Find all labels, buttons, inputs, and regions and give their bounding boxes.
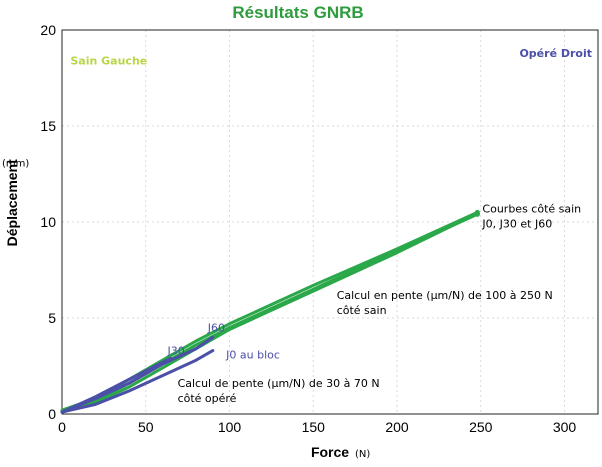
- annotation-line: côté sain: [337, 304, 387, 317]
- annotation: Calcul de pente (µm/N) de 30 à 70 N côté …: [178, 377, 380, 405]
- curve-label: J60: [207, 321, 225, 334]
- x-axis-title: Force: [311, 444, 349, 460]
- y-axis-title: Déplacement: [4, 159, 20, 246]
- curve-label: J0 au bloc: [225, 348, 280, 361]
- x-tick-label: 200: [385, 419, 409, 435]
- left-side-label: Sain Gauche: [70, 55, 147, 68]
- y-tick-label: 10: [40, 214, 56, 230]
- annotation-line: Courbes côté sain: [482, 202, 581, 215]
- chart-title: Résultats GNRB: [232, 3, 363, 22]
- annotation-line: Calcul en pente (µm/N) de 100 à 250 N: [337, 289, 553, 302]
- annotation: Calcul en pente (µm/N) de 100 à 250 N côt…: [337, 289, 553, 317]
- x-tick-label: 0: [58, 419, 66, 435]
- series-end-point: [474, 209, 480, 215]
- curve-label: J30: [167, 344, 185, 357]
- annotation: Courbes côté sain J0, J30 et J60: [481, 202, 581, 230]
- annotation-line: côté opéré: [178, 392, 237, 405]
- series-group: [60, 209, 480, 414]
- x-tick-label: 50: [138, 419, 154, 435]
- y-tick-label: 5: [48, 310, 56, 326]
- x-tick-label: 100: [218, 419, 242, 435]
- x-tick-label: 300: [553, 419, 577, 435]
- y-axis: 0 5 10 15 20: [40, 22, 56, 422]
- x-tick-label: 150: [302, 419, 326, 435]
- y-tick-label: 15: [40, 118, 56, 134]
- x-axis: 0 50 100 150 200 250 300: [58, 419, 576, 435]
- plot-frame: [61, 29, 599, 415]
- series-line-3: [60, 349, 215, 414]
- y-tick-label: 0: [48, 406, 56, 422]
- annotation-line: Calcul de pente (µm/N) de 30 à 70 N: [178, 377, 380, 390]
- y-tick-label: 20: [40, 22, 56, 38]
- series-line-5: [60, 335, 215, 414]
- x-axis-unit: (N): [355, 449, 370, 460]
- right-side-label: Opéré Droit: [519, 47, 592, 60]
- curve-labels: J60 J30 J0 au bloc: [167, 321, 280, 361]
- annotation-line: J0, J30 et J60: [481, 217, 552, 230]
- y-axis-unit: (mm): [2, 158, 29, 169]
- annotations: Courbes côté sain J0, J30 et J60 Calcul en…: [178, 202, 582, 405]
- x-tick-label: 250: [469, 419, 493, 435]
